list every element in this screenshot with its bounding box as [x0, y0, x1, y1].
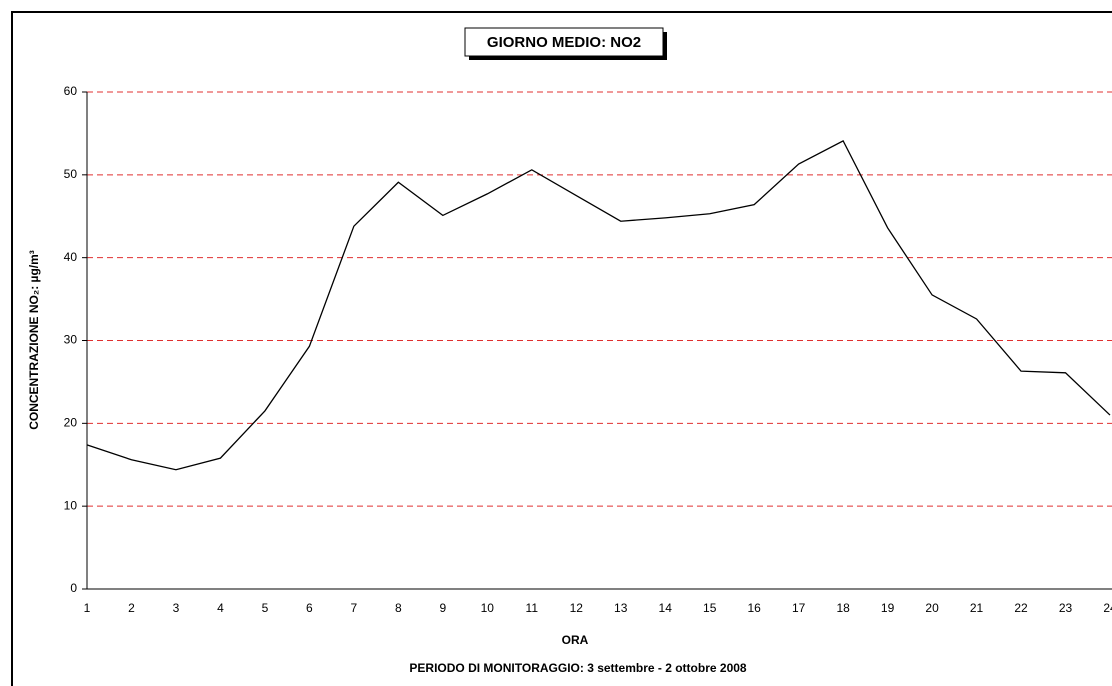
- x-tick-label: 13: [614, 601, 628, 615]
- y-tick-label: 50: [64, 167, 78, 181]
- chart-title: GIORNO MEDIO: NO2: [487, 34, 641, 51]
- x-tick-label: 7: [351, 601, 358, 615]
- x-tick-label: 23: [1059, 601, 1073, 615]
- x-tick-label: 16: [747, 601, 761, 615]
- x-tick-label: 17: [792, 601, 806, 615]
- line: [86, 139, 1111, 471]
- x-tick-label: 8: [395, 601, 402, 615]
- chart-frame: [11, 11, 1112, 686]
- x-tick-label: 24: [1103, 601, 1112, 615]
- x-tick-label: 5: [262, 601, 269, 615]
- y-tick-label: 30: [64, 333, 78, 347]
- x-tick-label: 12: [570, 601, 584, 615]
- y-tick-label: 40: [64, 250, 78, 264]
- x-tick-label: 20: [925, 601, 939, 615]
- x-tick-label: 15: [703, 601, 717, 615]
- x-tick-label: 2: [128, 601, 135, 615]
- x-tick-label: 14: [659, 601, 673, 615]
- x-tick-label: 3: [173, 601, 180, 615]
- x-tick-label: 4: [217, 601, 224, 615]
- x-tick-label: 22: [1014, 601, 1028, 615]
- x-tick-label: 1: [84, 601, 91, 615]
- y-tick-label: 0: [70, 581, 77, 595]
- y-tick-label: 60: [64, 84, 78, 98]
- x-tick-label: 18: [836, 601, 850, 615]
- subtitle: PERIODO DI MONITORAGGIO: 3 settembre - 2…: [409, 661, 747, 675]
- x-tick-label: 19: [881, 601, 895, 615]
- x-tick-label: 6: [306, 601, 313, 615]
- y-axis-label: CONCENTRAZIONE NO₂: µg/m³: [27, 250, 41, 430]
- x-tick-label: 11: [526, 601, 539, 615]
- y-tick-label: 20: [64, 416, 78, 430]
- y-tick-label: 10: [64, 498, 78, 512]
- x-tick-label: 10: [481, 601, 495, 615]
- x-tick-label: 9: [439, 601, 446, 615]
- x-tick-label: 21: [970, 601, 984, 615]
- title-box: [464, 27, 664, 57]
- x-axis-label: ORA: [562, 633, 589, 647]
